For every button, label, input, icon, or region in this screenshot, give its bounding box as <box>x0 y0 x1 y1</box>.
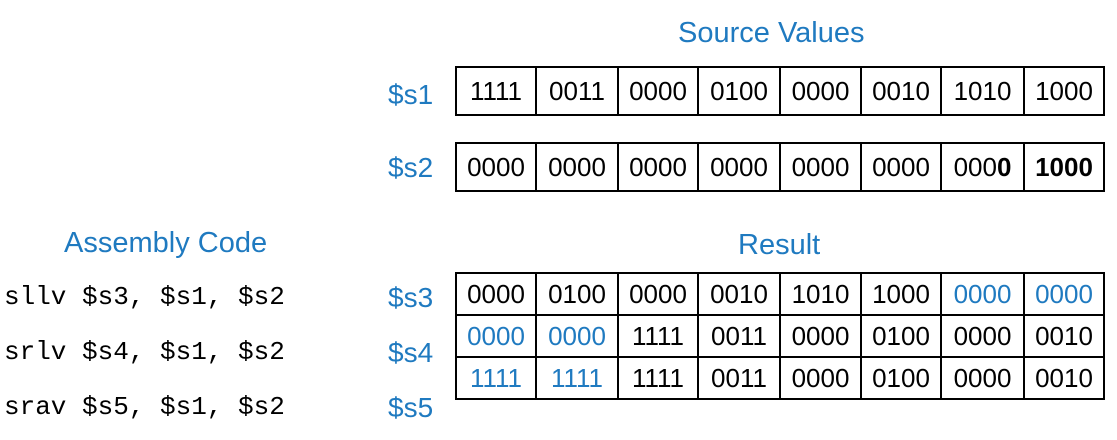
assembly-code-heading: Assembly Code <box>64 227 268 259</box>
register-label-s1: $s1 <box>388 79 434 110</box>
bit-cell: 0000 <box>940 272 1025 316</box>
bit-cell: 0000 <box>940 356 1025 400</box>
result-row-s3: 0000 0100 0000 0010 1010 1000 0000 0000 <box>455 272 1105 316</box>
bit-cell: 1010 <box>940 66 1025 116</box>
bit-cell: 1010 <box>779 272 862 316</box>
bit-cell: 0011 <box>697 356 781 400</box>
register-label-s3: $s3 <box>388 282 434 313</box>
bit-cell: 0000 <box>455 314 537 358</box>
bit-cell: 0000 <box>617 142 699 192</box>
bit-cell: 0000 <box>535 314 619 358</box>
bit-cell: 0000 <box>697 142 781 192</box>
source-values-heading: Source Values <box>678 17 865 49</box>
bit-cell: 0000 <box>1023 272 1105 316</box>
bit-cell: 1000 <box>1023 142 1105 192</box>
bit-cell: 0100 <box>535 272 619 316</box>
result-heading: Result <box>738 229 821 261</box>
bit-cell: 0000 <box>860 142 942 192</box>
bit-cell: 0010 <box>697 272 781 316</box>
bit-cell: 0000 <box>779 314 862 358</box>
bit-cell: 0010 <box>1023 314 1105 358</box>
source-row-s2 <box>456 115 1104 143</box>
bit-cell: 0000 <box>779 142 862 192</box>
bit-cell: 0000 <box>779 66 862 116</box>
bit-cell: 1111 <box>455 66 537 116</box>
bit-cell: 0000 <box>940 142 1025 192</box>
code-line-srlv: srlv $s4, $s1, $s2 <box>4 337 285 367</box>
bit-cell: 1111 <box>535 356 619 400</box>
bit-cell: 0100 <box>860 356 942 400</box>
code-line-sllv: sllv $s3, $s1, $s2 <box>4 282 285 312</box>
bit-cell: 0011 <box>535 66 619 116</box>
source-row-s1: 1111 0011 0000 0100 0000 0010 1010 1000 <box>455 66 1105 116</box>
code-line-srav: srav $s5, $s1, $s2 <box>4 392 285 422</box>
bit-cell: 0100 <box>860 314 942 358</box>
bit-cell: 0000 <box>455 142 537 192</box>
source-values-table: 1111 0011 0000 0100 0000 0010 1010 1000 … <box>455 66 1105 192</box>
result-row-s4: 0000 0000 1111 0011 0000 0100 0000 0010 <box>455 314 1105 358</box>
bit-cell: 0011 <box>697 314 781 358</box>
source-row-s2: 0000 0000 0000 0000 0000 0000 0000 1000 <box>455 142 1105 192</box>
bit-cell: 1111 <box>617 356 699 400</box>
bit-cell: 0010 <box>1023 356 1105 400</box>
bit-cell: 0000 <box>455 272 537 316</box>
result-row-s5: 1111 1111 1111 0011 0000 0100 0000 0010 <box>455 356 1105 400</box>
register-label-s2: $s2 <box>388 152 434 183</box>
bit-cell: 1111 <box>617 314 699 358</box>
register-label-s5: $s5 <box>388 392 434 423</box>
bit-cell: 0000 <box>535 142 619 192</box>
bit-cell: 0000 <box>779 356 862 400</box>
bit-cell: 1000 <box>1023 66 1105 116</box>
bit-cell: 1111 <box>455 356 537 400</box>
bit-cell: 0100 <box>697 66 781 116</box>
bit-cell: 0010 <box>860 66 942 116</box>
bit-cell: 0000 <box>940 314 1025 358</box>
bit-cell: 1000 <box>860 272 942 316</box>
bit-cell: 0000 <box>617 272 699 316</box>
register-label-s4: $s4 <box>388 337 434 368</box>
result-table: 0000 0100 0000 0010 1010 1000 0000 0000 … <box>455 272 1105 400</box>
bit-cell: 0000 <box>617 66 699 116</box>
